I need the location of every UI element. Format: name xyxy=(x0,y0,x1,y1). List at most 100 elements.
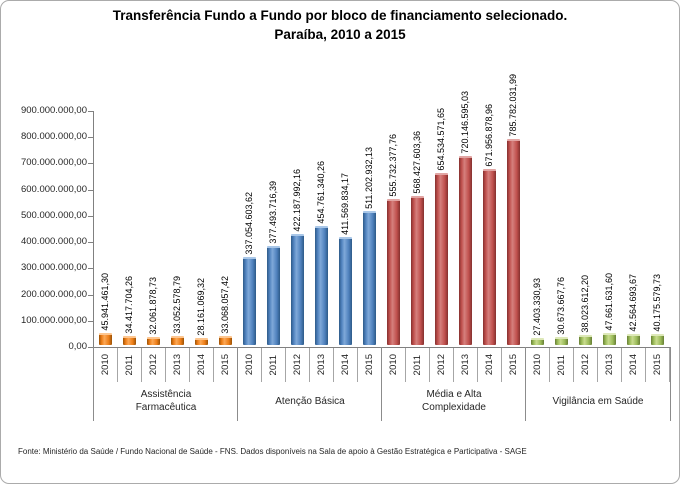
bar-value-label: 33.052.578,79 xyxy=(172,276,182,334)
x-year-cell: 2014 xyxy=(190,348,214,382)
x-axis-line xyxy=(93,347,671,348)
x-year-cell: 2014 xyxy=(478,348,502,382)
bar xyxy=(123,336,136,345)
y-tick-label: 500.000.000,00 xyxy=(20,209,87,221)
x-year-label: 2015 xyxy=(508,354,519,376)
bar xyxy=(291,234,304,345)
x-group-separator xyxy=(525,347,526,421)
x-year-label: 2015 xyxy=(652,354,663,376)
bar-value-label: 34.417.704,26 xyxy=(124,276,134,334)
bar-value-label: 30.673.667,76 xyxy=(556,277,566,335)
x-year-label: 2014 xyxy=(628,354,639,376)
bar-value-label: 454.761.340,26 xyxy=(316,161,326,224)
bar-value-label: 42.564.693,67 xyxy=(628,274,638,332)
x-year-label: 2010 xyxy=(532,354,543,376)
x-year-cell: 2012 xyxy=(142,348,166,382)
x-year-label: 2011 xyxy=(556,354,567,376)
x-year-label: 2011 xyxy=(268,354,279,376)
bar-value-label: 785.782.031,99 xyxy=(508,74,518,137)
y-tick-mark xyxy=(88,216,93,217)
y-tick-mark xyxy=(88,163,93,164)
bar-value-label: 555.732.377,76 xyxy=(388,134,398,197)
bar-value-label: 28.161.069,32 xyxy=(196,278,206,336)
x-year-cell: 2013 xyxy=(310,348,334,382)
x-year-label: 2012 xyxy=(580,354,591,376)
bar xyxy=(243,257,256,345)
x-year-cell: 2011 xyxy=(550,348,574,382)
x-year-label: 2013 xyxy=(604,354,615,376)
bar-value-label: 33.068.057,42 xyxy=(220,276,230,334)
x-year-label: 2013 xyxy=(172,354,183,376)
x-year-cell: 2011 xyxy=(262,348,286,382)
bar-value-label: 377.493.716,39 xyxy=(268,181,278,244)
x-group-separator xyxy=(670,347,671,421)
bar-value-label: 422.187.992,16 xyxy=(292,169,302,232)
x-year-label: 2010 xyxy=(100,354,111,376)
bar xyxy=(411,196,424,345)
bar xyxy=(363,211,376,345)
bar xyxy=(219,336,232,345)
bar xyxy=(651,334,664,345)
x-year-cell: 2012 xyxy=(430,348,454,382)
bar-value-label: 720.146.595,03 xyxy=(460,91,470,154)
bar xyxy=(267,246,280,345)
bar xyxy=(195,338,208,345)
x-year-cell: 2015 xyxy=(502,348,526,382)
y-tick-mark xyxy=(88,137,93,138)
bar-value-label: 38.023.612,20 xyxy=(580,275,590,333)
x-year-label: 2014 xyxy=(340,354,351,376)
chart-title-line2: Paraíba, 2010 a 2015 xyxy=(274,26,406,42)
bar xyxy=(531,338,544,345)
x-group-separator xyxy=(93,347,94,421)
bar-value-label: 411.569.834,17 xyxy=(340,173,350,235)
bar-value-label: 511.202.932,13 xyxy=(364,147,374,209)
source-note: Fonte: Ministério da Saúde / Fundo Nacio… xyxy=(18,447,527,456)
x-group-separator xyxy=(381,347,382,421)
y-tick-label: 0,00 xyxy=(68,341,88,352)
x-year-label: 2010 xyxy=(388,354,399,376)
x-year-label: 2014 xyxy=(196,354,207,376)
bar-value-label: 568.427.603,36 xyxy=(412,131,422,194)
y-tick-mark xyxy=(88,321,93,322)
x-year-label: 2013 xyxy=(316,354,327,376)
bar-value-label: 40.175.579,73 xyxy=(652,274,662,332)
bar xyxy=(339,237,352,345)
x-year-label: 2013 xyxy=(460,354,471,376)
bar-value-label: 671.956.878,96 xyxy=(484,104,494,167)
x-year-label: 2010 xyxy=(244,354,255,376)
bar-value-label: 45.941.461,30 xyxy=(100,273,110,331)
x-year-label: 2011 xyxy=(412,354,423,376)
bar xyxy=(171,336,184,345)
y-tick-label: 200.000.000,00 xyxy=(20,288,87,300)
bar xyxy=(387,199,400,345)
bar-value-label: 32.061.878,73 xyxy=(148,277,158,335)
chart-title: Transferência Fundo a Fundo por bloco de… xyxy=(1,7,679,45)
x-group-separator xyxy=(237,347,238,421)
y-tick-mark xyxy=(88,268,93,269)
bar xyxy=(507,139,520,345)
bar xyxy=(603,333,616,345)
x-year-cell: 2013 xyxy=(166,348,190,382)
bar-value-label: 654.534.571,65 xyxy=(436,108,446,171)
y-tick-label: 700.000.000,00 xyxy=(20,157,87,169)
bar xyxy=(483,169,496,345)
x-year-cell: 2013 xyxy=(454,348,478,382)
x-group-label: Atenção Básica xyxy=(275,395,345,407)
bar xyxy=(555,337,568,345)
chart-title-line1: Transferência Fundo a Fundo por bloco de… xyxy=(112,8,568,23)
x-year-cell: 2011 xyxy=(406,348,430,382)
y-tick-label: 400.000.000,00 xyxy=(20,236,87,248)
x-year-label: 2014 xyxy=(484,354,495,376)
x-year-label: 2015 xyxy=(220,354,231,376)
bar xyxy=(627,334,640,345)
x-year-cell: 2010 xyxy=(382,348,406,382)
y-tick-label: 900.000.000,00 xyxy=(20,105,87,116)
x-year-cell: 2015 xyxy=(646,348,670,382)
x-group-cell: Vigilância em Saúde xyxy=(526,382,670,420)
y-tick-label: 800.000.000,00 xyxy=(20,131,87,143)
x-year-label: 2012 xyxy=(292,354,303,376)
x-year-cell: 2013 xyxy=(598,348,622,382)
x-group-label: Média e Alta Complexidade xyxy=(422,389,486,413)
bar xyxy=(99,333,112,345)
x-group-label: Assistência Farmacêutica xyxy=(135,389,197,413)
